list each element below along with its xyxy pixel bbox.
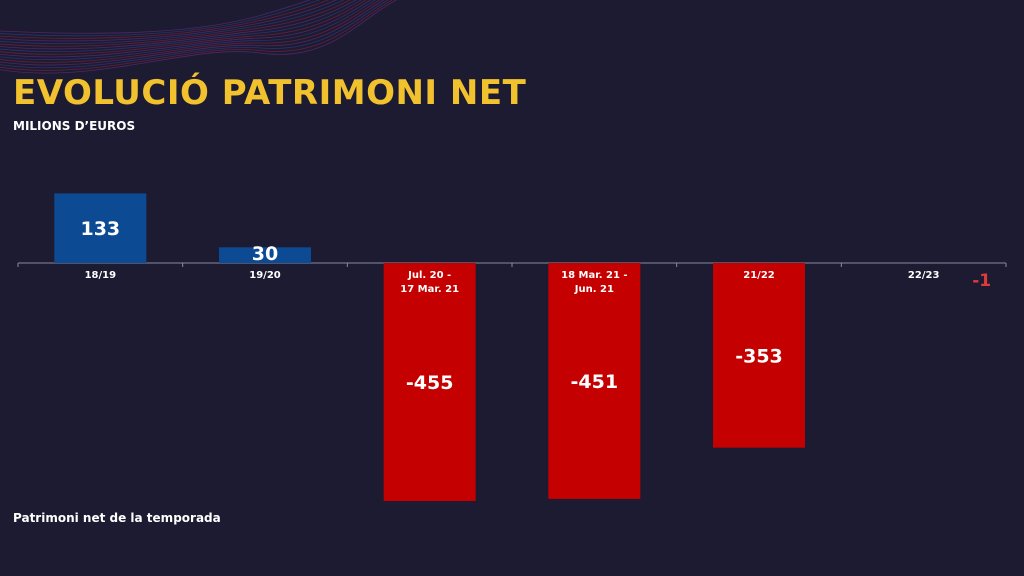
data-label-4: -451	[571, 371, 619, 393]
category-label-4: Jun. 21	[574, 284, 614, 295]
wave-line	[0, 0, 351, 47]
data-label-1: 133	[80, 218, 120, 240]
wave-line	[0, 0, 321, 37]
category-label-3: 17 Mar. 21	[400, 284, 459, 295]
wave-lines-decoration	[0, 0, 398, 74]
category-label-4: 18 Mar. 21 -	[561, 270, 627, 281]
data-label-5: -353	[735, 345, 783, 367]
wave-line	[0, 0, 329, 39]
category-label-5: 21/22	[743, 270, 775, 281]
wave-line	[0, 0, 345, 45]
wave-line	[0, 0, 393, 71]
wave-line	[0, 0, 381, 63]
wave-line	[0, 0, 389, 69]
bar-1	[54, 193, 147, 263]
data-label-2: 30	[252, 243, 278, 265]
bar-2	[219, 247, 311, 263]
chart-subtitle: MILIONS D’EUROS	[13, 119, 136, 133]
category-label-1: 18/19	[85, 270, 117, 281]
bar-3	[383, 263, 476, 501]
category-label-6: 22/23	[908, 270, 940, 281]
data-label-3: -455	[406, 372, 454, 394]
category-label-3: Jul. 20 -	[407, 270, 451, 281]
wave-line	[0, 0, 376, 61]
data-label-6: -1	[972, 271, 991, 291]
wave-line	[0, 0, 338, 42]
category-label-2: 19/20	[249, 270, 281, 281]
wave-line	[0, 0, 372, 58]
wave-line	[0, 0, 357, 50]
bar-5	[713, 263, 805, 448]
wave-line	[0, 0, 367, 55]
wave-line	[0, 0, 362, 53]
legend-note: Patrimoni net de la temporada	[13, 511, 221, 525]
wave-line	[0, 0, 385, 66]
wave-line	[0, 0, 398, 74]
chart-title: EVOLUCIÓ PATRIMONI NET	[13, 73, 527, 113]
bar-4	[548, 263, 641, 499]
wave-line	[0, 0, 311, 34]
